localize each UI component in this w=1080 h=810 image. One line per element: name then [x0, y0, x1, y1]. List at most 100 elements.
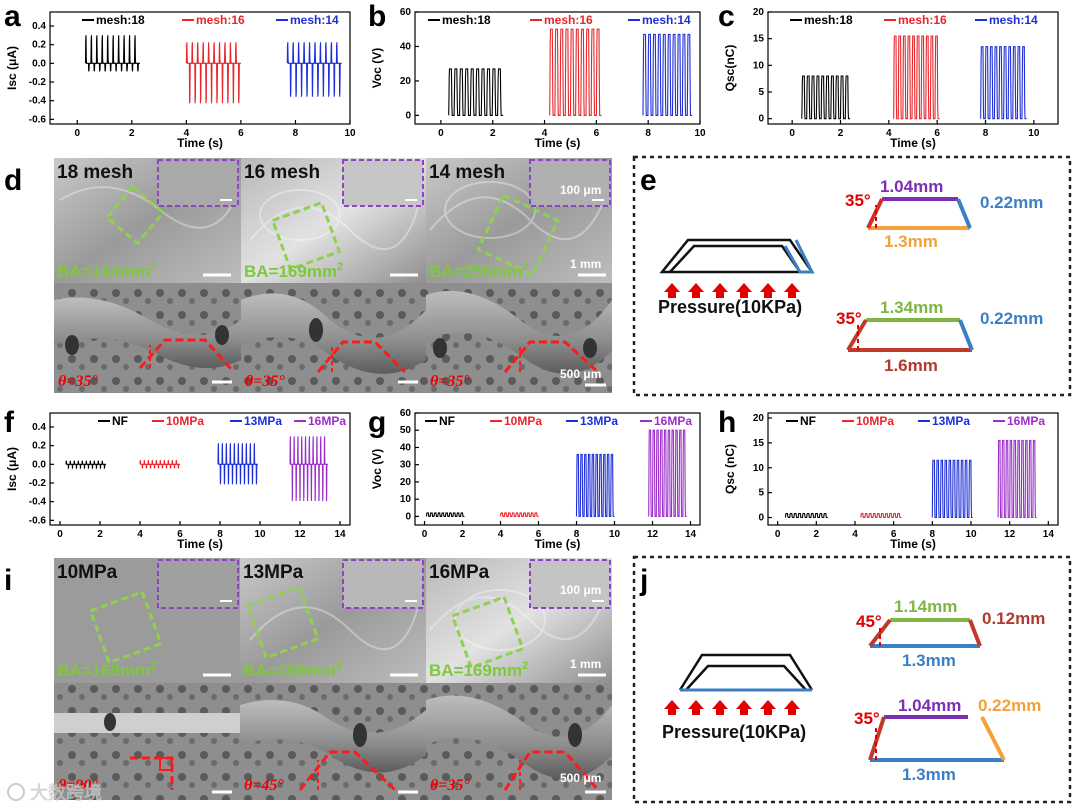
watermark: 大数跨境	[7, 782, 102, 804]
top-len-e-top: 1.04mm	[880, 177, 943, 196]
plot-frame	[414, 412, 701, 526]
angle-j-bottom: 35°	[854, 709, 880, 728]
side-e-top: 0.22mm	[980, 193, 1043, 212]
y-tick-label: 10	[753, 60, 765, 71]
chart-voc-mesh: 0 2 4 6 8 10 0 20 40 60 Time (s) Voc (V) mesh:18 mesh…	[370, 7, 706, 150]
x-tick-label: 2	[838, 128, 844, 139]
inset-14	[529, 159, 611, 207]
x-tick-label: 6	[177, 529, 183, 540]
bottom-len-j-top: 1.3mm	[902, 651, 956, 670]
y-tick-label: -0.4	[29, 96, 47, 107]
legend-label: NF	[439, 414, 455, 428]
series-line	[784, 513, 828, 519]
series-line	[84, 35, 140, 72]
x-tick-label: 8	[983, 128, 989, 139]
area-square-13mpa	[245, 585, 320, 660]
y-tick-label: -0.6	[29, 515, 47, 526]
x-tick-label: 12	[1004, 529, 1016, 540]
panel-label-f: f	[4, 406, 15, 439]
x-tick-label: 10	[1028, 128, 1040, 139]
x-tick-label: 6	[238, 128, 244, 139]
x-tick-label: 10	[254, 529, 266, 540]
x-axis-label: Time (s)	[890, 136, 936, 150]
legend-label: mesh:14	[290, 13, 339, 27]
x-tick-label: 8	[930, 529, 936, 540]
sem-title-13mpa: 13MPa	[243, 562, 304, 583]
schematic-e: Pressure(10KPa) 35° 1.04mm 0.22mm 1.3mm …	[632, 155, 1072, 397]
panel-label-g: g	[368, 406, 386, 439]
area-square-14	[476, 193, 560, 277]
top-len-e-bottom: 1.34mm	[880, 298, 943, 317]
x-tick-label: 8	[293, 128, 299, 139]
y-axis-label: Qsc(nC)	[723, 45, 737, 92]
pressure-arrows-j	[664, 700, 800, 715]
y-axis-label: Qsc (nC)	[723, 444, 737, 494]
y-tick-label: -0.2	[29, 77, 47, 88]
legend-label: 10MPa	[504, 414, 542, 428]
y-tick-label: -0.6	[29, 114, 47, 125]
y-tick-label: 15	[753, 34, 765, 45]
plot-frame	[49, 412, 351, 526]
watermark-logo-icon	[7, 783, 25, 801]
x-tick-label: 4	[184, 128, 190, 139]
legend-label: 13MPa	[932, 414, 970, 428]
legend-label: mesh:14	[642, 13, 691, 27]
y-axis-label: Voc (V)	[370, 48, 384, 88]
area-square-16	[270, 200, 342, 272]
x-tick-label: 0	[775, 529, 781, 540]
plot-frame	[49, 11, 351, 125]
theta-label-14: θ=35°	[430, 373, 470, 390]
area-square-10mpa	[88, 590, 163, 665]
x-tick-label: 14	[334, 529, 346, 540]
legend-label: mesh:16	[196, 13, 245, 27]
x-tick-label: 14	[685, 529, 697, 540]
y-tick-label: 0	[405, 511, 411, 522]
plot-frame	[414, 11, 701, 125]
x-tick-label: 6	[536, 529, 542, 540]
x-tick-label: 4	[852, 529, 858, 540]
legend-label: mesh:18	[804, 13, 853, 27]
x-tick-label: 12	[647, 529, 659, 540]
inset-scale-d: 100 μm	[560, 183, 601, 197]
schematic-j: Pressure(10KPa) 45° 1.14mm 0.12mm 1.3mm …	[632, 555, 1072, 804]
angle-e-bottom: 35°	[836, 309, 862, 328]
series-line	[575, 453, 615, 517]
y-tick-label: 0.2	[32, 441, 46, 452]
panel-label-h: h	[718, 406, 736, 439]
y-tick-label: 5	[758, 87, 764, 98]
bottom-scale-d: 500 μm	[560, 367, 601, 381]
watermark-text: 大数跨境	[30, 782, 102, 804]
y-tick-label: 20	[753, 7, 765, 18]
panel-label-c: c	[718, 0, 735, 33]
angle-e-top: 35°	[845, 191, 871, 210]
ba-label-10mpa: BA=169mm2	[57, 660, 156, 680]
bottom-len-e-bottom: 1.6mm	[884, 356, 938, 375]
series-line	[499, 512, 539, 517]
legend-label: 16MPa	[1007, 414, 1045, 428]
top-len-j-top: 1.14mm	[894, 597, 957, 616]
bottom-scale-i: 500 μm	[560, 771, 601, 785]
legend-label: mesh:16	[544, 13, 593, 27]
theta-label-16mpa: θ=35°	[430, 777, 470, 794]
x-tick-label: 2	[460, 529, 466, 540]
series-line	[648, 429, 687, 517]
series-line	[185, 42, 241, 104]
side-j-top: 0.12mm	[982, 609, 1045, 628]
plot-frame	[767, 412, 1059, 526]
panel-label-d: d	[4, 164, 22, 197]
y-tick-label: 0.4	[32, 422, 46, 433]
series-line	[448, 68, 504, 116]
y-tick-label: 60	[400, 408, 412, 419]
ba-label-16mpa: BA=169mm2	[429, 660, 528, 680]
series-line	[931, 459, 973, 519]
series-line	[801, 75, 851, 120]
legend-label: mesh:16	[898, 13, 947, 27]
legend-label: NF	[800, 414, 816, 428]
x-tick-label: 4	[886, 128, 892, 139]
x-axis-label: Time (s)	[177, 537, 223, 551]
y-tick-label: -0.4	[29, 497, 47, 508]
legend-label: mesh:18	[96, 13, 145, 27]
x-tick-label: 8	[574, 529, 580, 540]
y-tick-label: 20	[753, 413, 765, 424]
x-tick-label: 6	[891, 529, 897, 540]
